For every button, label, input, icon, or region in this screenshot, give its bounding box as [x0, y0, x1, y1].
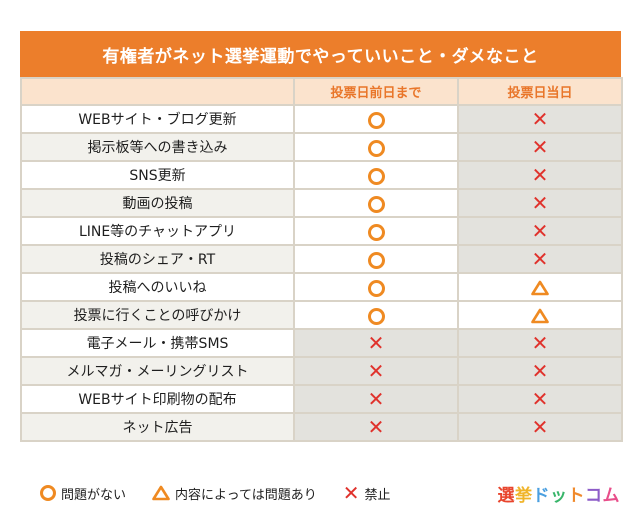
legend-warn: 内容によっては問題あり	[152, 484, 317, 503]
card-title: 有権者がネット選挙運動でやっていいこと・ダメなこと	[20, 31, 621, 77]
cross-icon: ✕	[531, 163, 549, 188]
logo-char: ム	[602, 485, 620, 506]
cell-day	[457, 272, 623, 302]
header-before-election-day: 投票日前日まで	[293, 77, 459, 106]
header-corner	[20, 77, 295, 106]
cross-icon: ✕	[531, 359, 549, 384]
cross-icon: ✕	[367, 359, 385, 384]
row-label: LINE等のチャットアプリ	[20, 216, 295, 246]
cell-before	[293, 188, 459, 218]
cell-day: ✕	[457, 384, 623, 414]
cross-icon: ✕	[367, 415, 385, 440]
row-label: WEBサイト・ブログ更新	[20, 104, 295, 134]
row-label: 動画の投稿	[20, 188, 295, 218]
table-row: 電子メール・携帯SMS ✕ ✕	[20, 328, 623, 358]
cell-before: ✕	[293, 328, 459, 358]
row-label: WEBサイト印刷物の配布	[20, 384, 295, 414]
row-label: 電子メール・携帯SMS	[20, 328, 295, 358]
cross-icon: ✕	[531, 387, 549, 412]
cell-before	[293, 244, 459, 274]
row-label: SNS更新	[20, 160, 295, 190]
cell-before: ✕	[293, 384, 459, 414]
logo-char: ド	[532, 485, 550, 506]
cross-icon: ✕	[367, 387, 385, 412]
logo-char: 挙	[515, 485, 533, 506]
rules-card: 有権者がネット選挙運動でやっていいこと・ダメなこと 投票日前日まで 投票日当日 …	[20, 31, 623, 442]
cross-icon: ✕	[531, 415, 549, 440]
circle-icon	[40, 485, 56, 501]
circle-icon	[367, 139, 385, 157]
table-row: 動画の投稿 ✕	[20, 188, 623, 218]
cell-day: ✕	[457, 356, 623, 386]
cross-icon: ✕	[342, 481, 360, 505]
cell-day	[457, 300, 623, 330]
cell-before	[293, 104, 459, 134]
table-row: メルマガ・メーリングリスト ✕ ✕	[20, 356, 623, 386]
triangle-icon	[531, 280, 549, 296]
cell-day: ✕	[457, 104, 623, 134]
table-row: WEBサイト印刷物の配布 ✕ ✕	[20, 384, 623, 414]
cell-day: ✕	[457, 412, 623, 442]
cross-icon: ✕	[531, 331, 549, 356]
table-row: 掲示板等への書き込み ✕	[20, 132, 623, 162]
circle-icon	[367, 279, 385, 297]
row-label: 投稿へのいいね	[20, 272, 295, 302]
table-body: WEBサイト・ブログ更新 ✕ 掲示板等への書き込み ✕ SNS更新 ✕ 動画の投稿 ✕ LINE…	[20, 104, 623, 442]
cell-day: ✕	[457, 188, 623, 218]
row-label: 投票に行くことの呼びかけ	[20, 300, 295, 330]
cross-icon: ✕	[367, 331, 385, 356]
logo-char: 選	[497, 485, 515, 506]
cell-before: ✕	[293, 356, 459, 386]
cross-icon: ✕	[531, 135, 549, 160]
cross-icon: ✕	[531, 107, 549, 132]
circle-icon	[367, 307, 385, 325]
cell-before	[293, 132, 459, 162]
cell-day: ✕	[457, 216, 623, 246]
table-row: ネット広告 ✕ ✕	[20, 412, 623, 442]
table-row: 投稿へのいいね	[20, 272, 623, 302]
cell-before	[293, 272, 459, 302]
rules-table: 投票日前日まで 投票日当日 WEBサイト・ブログ更新 ✕ 掲示板等への書き込み ✕ SN…	[20, 77, 623, 442]
logo-char: コ	[585, 485, 603, 506]
row-label: 投稿のシェア・RT	[20, 244, 295, 274]
header-election-day: 投票日当日	[457, 77, 623, 106]
cross-icon: ✕	[531, 219, 549, 244]
triangle-icon	[152, 485, 170, 501]
cell-before: ✕	[293, 412, 459, 442]
cross-icon: ✕	[531, 247, 549, 272]
cell-day: ✕	[457, 132, 623, 162]
triangle-icon	[531, 308, 549, 324]
cell-day: ✕	[457, 244, 623, 274]
legend-ng-label: 禁止	[364, 487, 391, 503]
circle-icon	[367, 167, 385, 185]
circle-icon	[367, 111, 385, 129]
cross-icon: ✕	[531, 191, 549, 216]
legend-ok-label: 問題がない	[61, 487, 127, 503]
cell-before	[293, 300, 459, 330]
table-row: 投稿のシェア・RT ✕	[20, 244, 623, 274]
cell-before	[293, 160, 459, 190]
circle-icon	[367, 251, 385, 269]
table-row: LINE等のチャットアプリ ✕	[20, 216, 623, 246]
cell-day: ✕	[457, 328, 623, 358]
row-label: 掲示板等への書き込み	[20, 132, 295, 162]
row-label: メルマガ・メーリングリスト	[20, 356, 295, 386]
table-header-row: 投票日前日まで 投票日当日	[20, 77, 623, 106]
table-row: WEBサイト・ブログ更新 ✕	[20, 104, 623, 134]
row-label: ネット広告	[20, 412, 295, 442]
table-row: SNS更新 ✕	[20, 160, 623, 190]
senkyo-dotcom-logo: 選挙ドットコム	[498, 481, 621, 506]
logo-char: ッ	[550, 485, 568, 506]
legend: 問題がない 内容によっては問題あり ✕ 禁止 選挙ドットコム	[40, 480, 620, 506]
cell-day: ✕	[457, 160, 623, 190]
table-row: 投票に行くことの呼びかけ	[20, 300, 623, 330]
legend-ok: 問題がない	[40, 484, 126, 503]
circle-icon	[367, 195, 385, 213]
legend-warn-label: 内容によっては問題あり	[175, 487, 317, 503]
legend-ng: ✕ 禁止	[343, 483, 391, 503]
cell-before	[293, 216, 459, 246]
circle-icon	[367, 223, 385, 241]
logo-char: ト	[567, 485, 585, 506]
